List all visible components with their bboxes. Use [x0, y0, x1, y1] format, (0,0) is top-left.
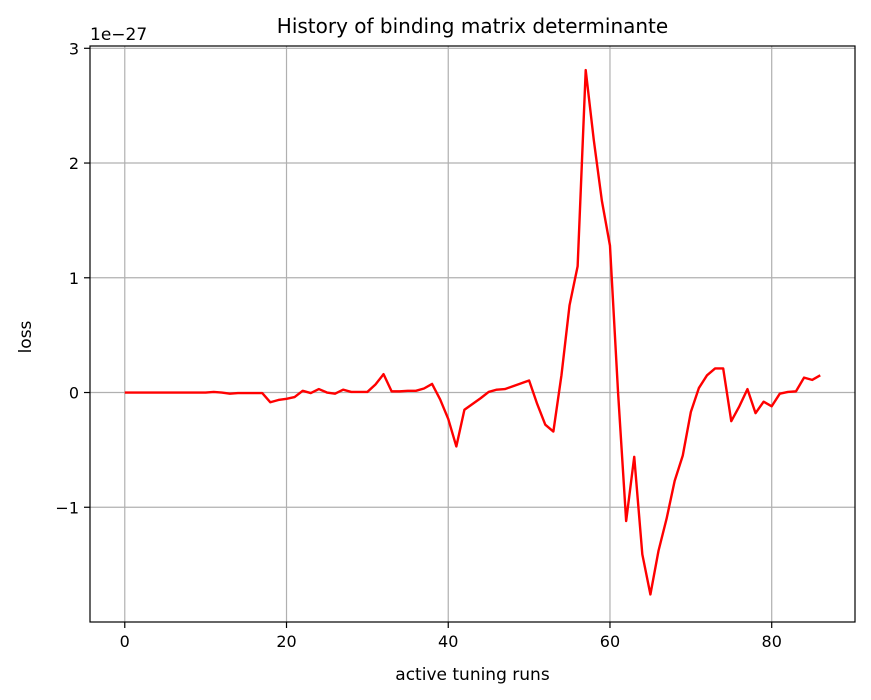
y-axis-label: loss: [16, 320, 36, 353]
y-tick-label: 1: [69, 269, 79, 288]
series-line: [124, 68, 821, 596]
chart-title: History of binding matrix determinante: [277, 14, 668, 38]
x-tick-label: 40: [438, 632, 458, 651]
x-axis: 0 20 40 60 80: [120, 622, 782, 651]
x-tick-label: 20: [276, 632, 296, 651]
x-tick-label: 0: [120, 632, 130, 651]
y-tick-label: 0: [69, 384, 79, 403]
plot-frame: [89, 45, 856, 623]
y-tick-label: −1: [55, 498, 79, 517]
series-layer: [124, 68, 821, 596]
y-axis: −1 0 1 2 3: [55, 39, 90, 517]
x-tick-label: 80: [762, 632, 782, 651]
x-axis-label: active tuning runs: [395, 665, 550, 685]
x-tick-label: 60: [600, 632, 620, 651]
y-tick-label: 3: [69, 39, 79, 58]
y-offset-label: 1e−27: [90, 25, 147, 45]
y-tick-label: 2: [69, 154, 79, 173]
